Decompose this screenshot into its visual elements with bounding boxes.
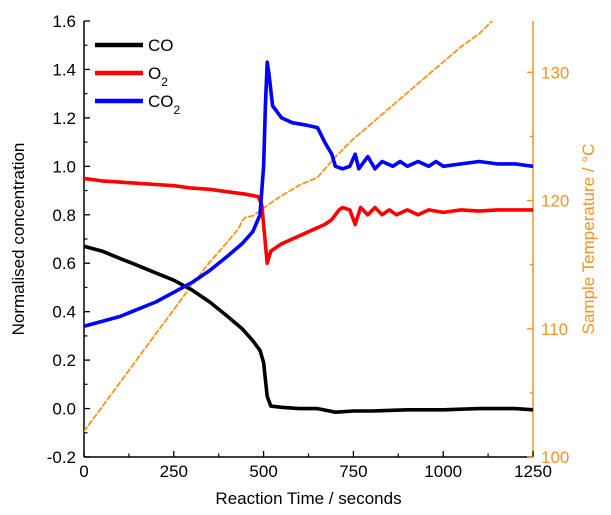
y-tick-label: 1.4 <box>52 60 76 79</box>
legend-label-co2: CO2 <box>148 92 181 117</box>
y-tick-label: 1.6 <box>52 12 76 31</box>
legend-label-co: CO <box>148 36 174 55</box>
y-axis-title: Normalised concentration <box>9 143 28 336</box>
y2-tick-label: 120 <box>541 192 569 211</box>
legend-label-o2: O2 <box>148 64 168 89</box>
y2-tick-label: 130 <box>541 63 569 82</box>
legend: CO O2 CO2 <box>95 36 181 117</box>
legend-subscript: 2 <box>174 103 181 117</box>
legend-subscript: 2 <box>161 75 168 89</box>
x-tick-label: 1250 <box>514 462 552 481</box>
y2-tick-label: 100 <box>541 448 569 467</box>
plot-frame <box>83 21 534 458</box>
y-tick-label: 1.0 <box>52 157 76 176</box>
ticks: 0 250 500 750 1000 1250 -0.2 0.0 0.2 0.4 0.6 0.8 1.0… <box>47 12 570 481</box>
y-tick-label: 0.2 <box>52 351 76 370</box>
series-line-o2 <box>84 176 533 265</box>
y2-tick-label: 110 <box>541 320 568 339</box>
x-axis-title: Reaction Time / seconds <box>215 489 401 508</box>
y-tick-label: 1.2 <box>52 109 76 128</box>
series-line-co <box>84 244 533 414</box>
y-tick-label: -0.2 <box>47 448 76 467</box>
y2-axis-title: Sample Temperature / °C <box>579 144 598 335</box>
y-tick-label: 0.4 <box>52 303 76 322</box>
x-tick-label: 750 <box>339 462 367 481</box>
series-line-temperature <box>84 21 494 433</box>
y-tick-label: 0.8 <box>52 206 76 225</box>
series-layer <box>84 21 533 433</box>
x-tick-label: 1000 <box>424 462 462 481</box>
x-tick-label: 250 <box>160 462 188 481</box>
x-tick-label: 0 <box>79 462 88 481</box>
x-tick-label: 500 <box>249 462 277 481</box>
y-tick-label: 0.0 <box>52 400 76 419</box>
y-tick-label: 0.6 <box>52 254 76 273</box>
series-line-co2 <box>84 60 533 328</box>
